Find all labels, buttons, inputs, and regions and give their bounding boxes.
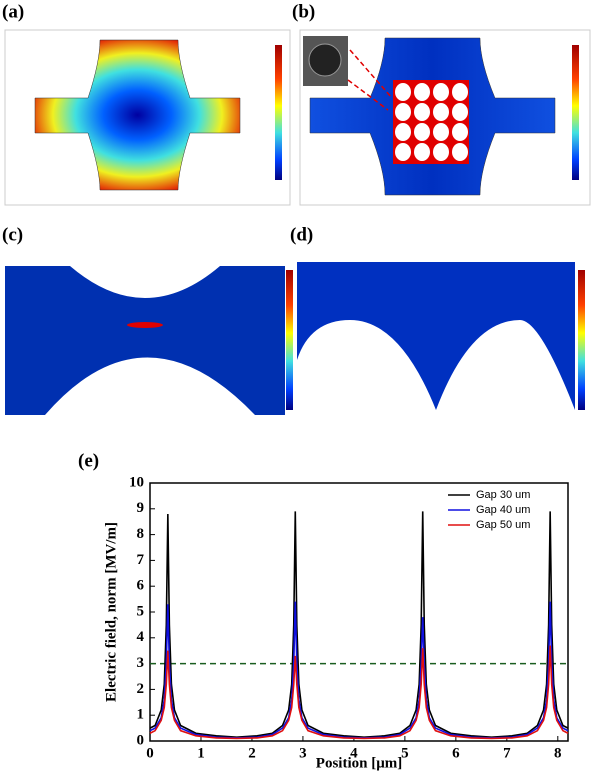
series-line (149, 601, 569, 739)
x-tick-label: 6 (452, 745, 460, 761)
legend-label: Gap 40 um (476, 504, 530, 516)
legend-label: Gap 30 um (476, 489, 530, 501)
x-tick-label: 1 (197, 745, 205, 761)
x-tick-label: 4 (350, 745, 358, 761)
y-tick-label: 5 (137, 603, 145, 619)
panel-label: (e) (78, 450, 99, 471)
hotspot (127, 322, 163, 328)
series-line (149, 511, 569, 738)
y-tick-label: 7 (137, 552, 145, 568)
y-tick-label: 0 (137, 732, 145, 748)
x-tick-label: 7 (503, 745, 511, 761)
colorbar (578, 270, 585, 410)
colorbar (275, 45, 282, 180)
y-tick-label: 1 (137, 707, 145, 723)
inset-image (308, 43, 342, 77)
arrow (347, 49, 393, 111)
field-map (5, 266, 285, 415)
x-tick-label: 3 (299, 745, 307, 761)
panel-label: (b) (292, 1, 315, 22)
x-tick-label: 8 (554, 745, 562, 761)
colorbar (286, 270, 293, 410)
panel-frame (299, 29, 591, 206)
panel-label: (d) (290, 224, 313, 245)
y-tick-label: 10 (129, 474, 144, 490)
x-tick-label: 2 (248, 745, 256, 761)
field-map (34, 39, 241, 191)
panel-label: (c) (2, 224, 23, 245)
cells (395, 83, 468, 161)
x-axis-label: Position [μm] (316, 755, 402, 771)
panel-frame (4, 29, 291, 206)
x-tick-label: 0 (146, 745, 154, 761)
legend-label: Gap 50 um (476, 519, 530, 531)
field-map (297, 262, 575, 410)
y-tick-label: 4 (137, 629, 145, 645)
y-tick-label: 3 (137, 655, 145, 671)
y-tick-label: 6 (137, 578, 145, 594)
colorbar (572, 45, 579, 180)
y-axis-label: Electric field, norm [MV/m] (103, 522, 119, 702)
y-tick-label: 2 (137, 681, 145, 697)
panel-label: (a) (2, 1, 24, 22)
series-line (149, 645, 569, 740)
y-tick-label: 9 (137, 500, 145, 516)
y-tick-label: 8 (137, 526, 145, 542)
x-tick-label: 5 (401, 745, 409, 761)
